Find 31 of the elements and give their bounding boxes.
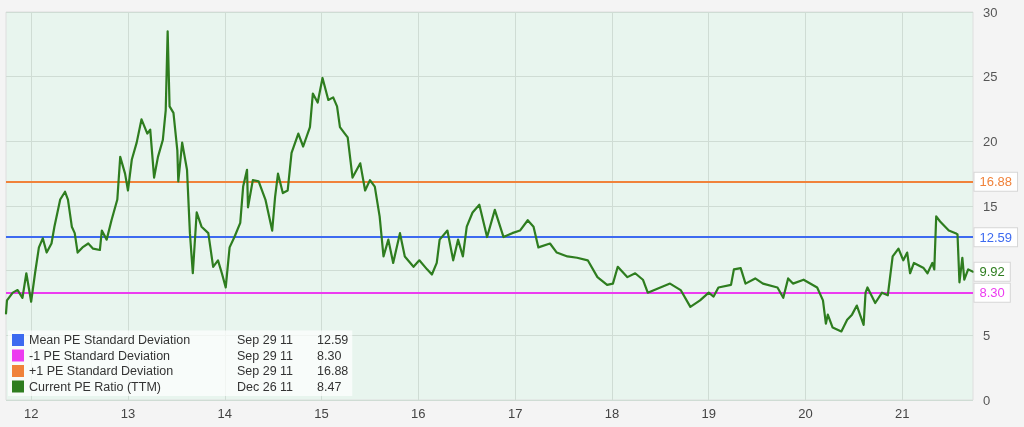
x-tick-label: 20 xyxy=(798,406,813,421)
y-tick-label: 25 xyxy=(983,69,998,85)
annotation: Sep 29 11 xyxy=(237,364,294,378)
annotation: Dec 26 11 xyxy=(237,379,294,394)
x-tick-label: 18 xyxy=(604,406,620,421)
y-tick-label: 20 xyxy=(983,133,998,149)
annotation: 8.30 xyxy=(979,285,1005,301)
y-tick-label: 30 xyxy=(983,4,998,20)
y-tick-label: 15 xyxy=(983,198,998,214)
legend-label: -1 PE Standard Deviation xyxy=(29,348,171,363)
x-tick-label: 21 xyxy=(895,406,910,421)
x-tick-label: 19 xyxy=(701,406,716,421)
legend-label: +1 PE Standard Deviation xyxy=(29,364,174,378)
y-tick-label: 5 xyxy=(983,327,991,343)
x-tick-label: 17 xyxy=(507,406,523,421)
legend-label: Current PE Ratio (TTM) xyxy=(29,379,161,394)
x-tick-label: 13 xyxy=(120,406,136,421)
annotation: Sep 29 11 xyxy=(237,333,294,347)
legend-label: Mean PE Standard Deviation xyxy=(29,333,191,347)
x-tick-label: 12 xyxy=(23,406,39,421)
annotation: Sep 29 11 xyxy=(237,348,294,363)
annotation: 9.92 xyxy=(979,264,1005,280)
annotation: 8.30 xyxy=(317,348,342,363)
y-tick-label: 0 xyxy=(983,392,991,408)
annotation: 12.59 xyxy=(317,333,349,347)
x-tick-label: 16 xyxy=(411,406,426,421)
annotation: 8.47 xyxy=(317,379,342,394)
annotation: 12.59 xyxy=(979,229,1013,245)
x-tick-label: 15 xyxy=(314,406,329,421)
annotation: 16.88 xyxy=(317,364,349,378)
x-tick-label: 14 xyxy=(217,406,232,421)
